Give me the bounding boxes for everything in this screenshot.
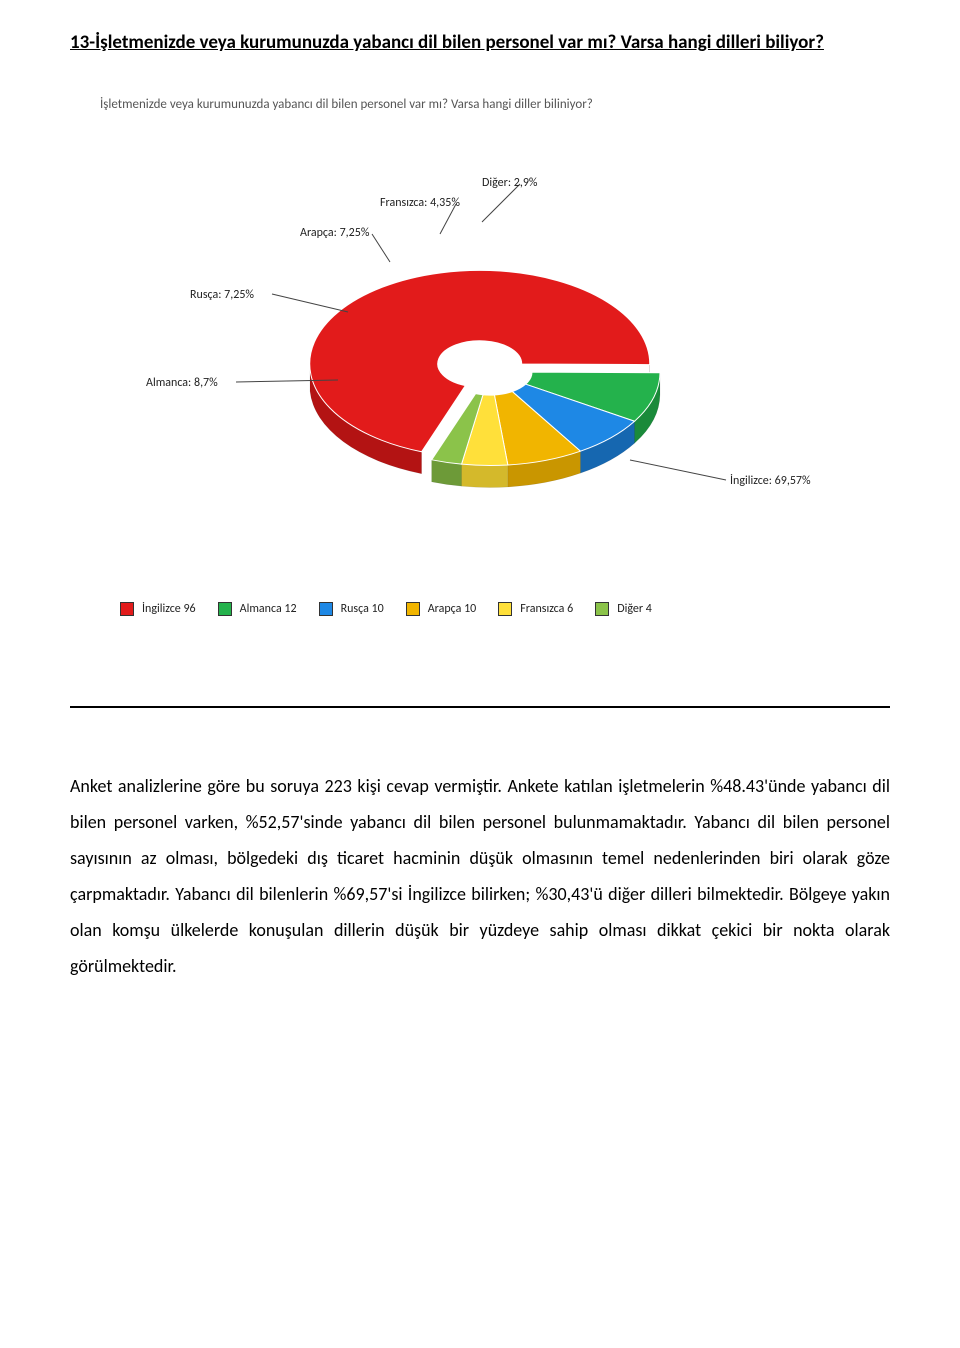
legend-label: Rusça 10 xyxy=(341,602,384,616)
pie-chart-svg xyxy=(70,142,890,562)
analysis-paragraph: Anket analizlerine göre bu soruya 223 ki… xyxy=(70,768,890,984)
chart-title: İşletmenizde veya kurumunuzda yabancı di… xyxy=(100,97,890,112)
legend-label: Arapça 10 xyxy=(428,602,477,616)
legend-swatch xyxy=(498,602,512,616)
section-divider xyxy=(70,706,890,708)
pie-chart: İngilizce: 69,57% Almanca: 8,7% Rusça: 7,2… xyxy=(70,142,890,562)
legend-swatch xyxy=(319,602,333,616)
legend-swatch xyxy=(595,602,609,616)
legend-swatch xyxy=(218,602,232,616)
slice-label-diğer: Diğer: 2,9% xyxy=(482,176,538,190)
chart-legend: İngilizce 96 Almanca 12 Rusça 10 Arapça 10 F… xyxy=(120,602,890,616)
legend-label: İngilizce 96 xyxy=(142,602,196,616)
legend-label: Almanca 12 xyxy=(240,602,297,616)
slice-label-almanca: Almanca: 8,7% xyxy=(146,376,218,390)
question-heading: 13-İşletmenizde veya kurumunuzda yabancı… xyxy=(70,30,890,57)
legend-label: Fransızca 6 xyxy=(520,602,573,616)
slice-label-rusça: Rusça: 7,25% xyxy=(190,288,254,302)
slice-label-arapça: Arapça: 7,25% xyxy=(300,226,369,240)
slice-label-i̇ngilizce: İngilizce: 69,57% xyxy=(730,474,811,488)
legend-swatch xyxy=(120,602,134,616)
legend-label: Diğer 4 xyxy=(617,602,652,616)
slice-label-fransızca: Fransızca: 4,35% xyxy=(380,196,460,210)
legend-swatch xyxy=(406,602,420,616)
